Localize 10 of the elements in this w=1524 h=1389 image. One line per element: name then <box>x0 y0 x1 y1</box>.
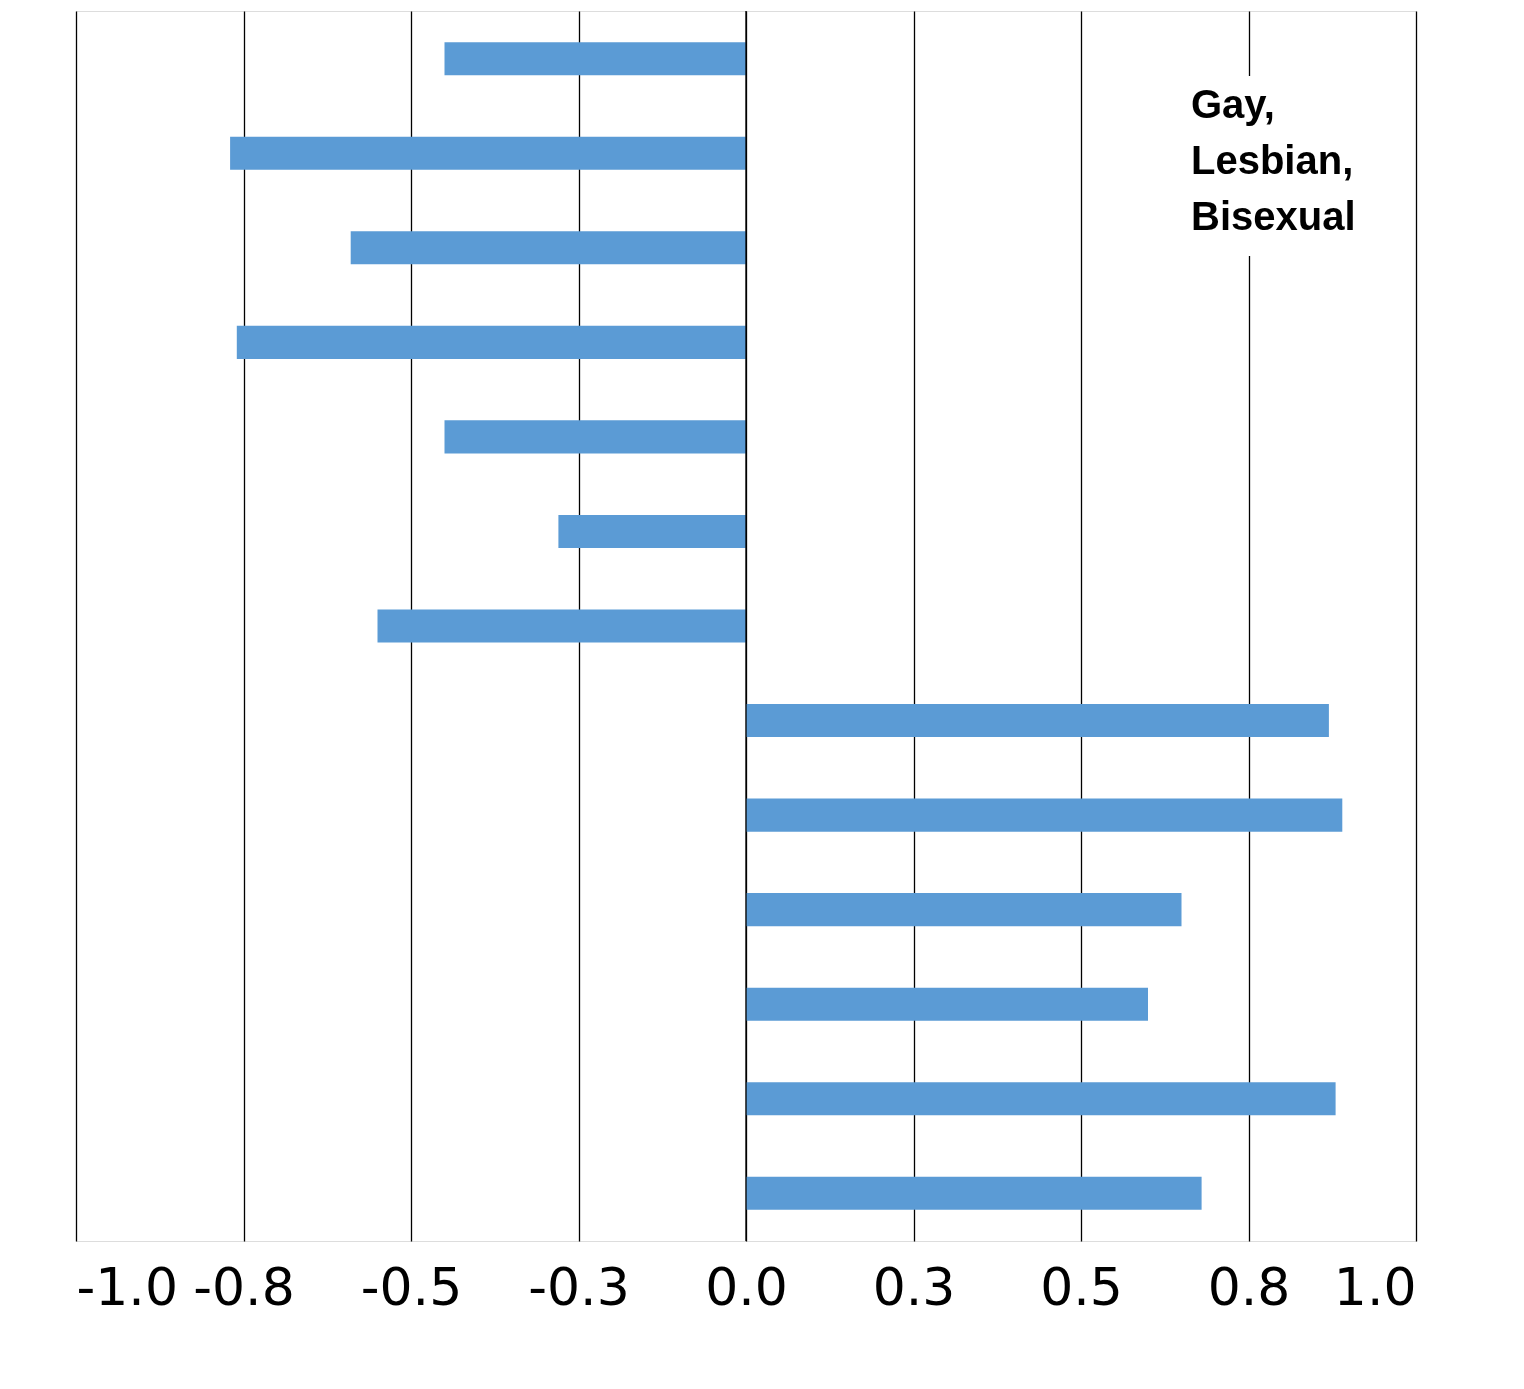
x-tick-label: 0.8 <box>1207 1256 1291 1317</box>
x-tick-label: 1.0 <box>1333 1256 1417 1317</box>
x-tick-label: -0.8 <box>193 1256 295 1317</box>
x-tick-label: -1.0 <box>76 1256 178 1317</box>
x-tick-label: 0.3 <box>872 1256 956 1317</box>
annotation: Gay, Lesbian, Bisexual <box>1191 82 1356 238</box>
x-tick-label: 0.0 <box>705 1256 788 1317</box>
x-tick-label: -0.3 <box>528 1256 630 1317</box>
x-tick-label: -0.5 <box>360 1256 463 1317</box>
x-tick-label: 0.5 <box>1040 1256 1123 1317</box>
